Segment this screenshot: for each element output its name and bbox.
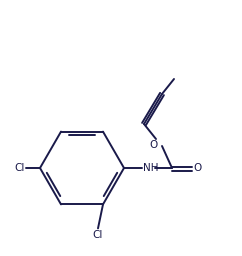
Text: Cl: Cl <box>15 163 25 173</box>
Text: NH: NH <box>143 163 159 173</box>
Text: O: O <box>193 163 201 173</box>
Text: O: O <box>150 140 158 150</box>
Text: Cl: Cl <box>93 230 103 240</box>
